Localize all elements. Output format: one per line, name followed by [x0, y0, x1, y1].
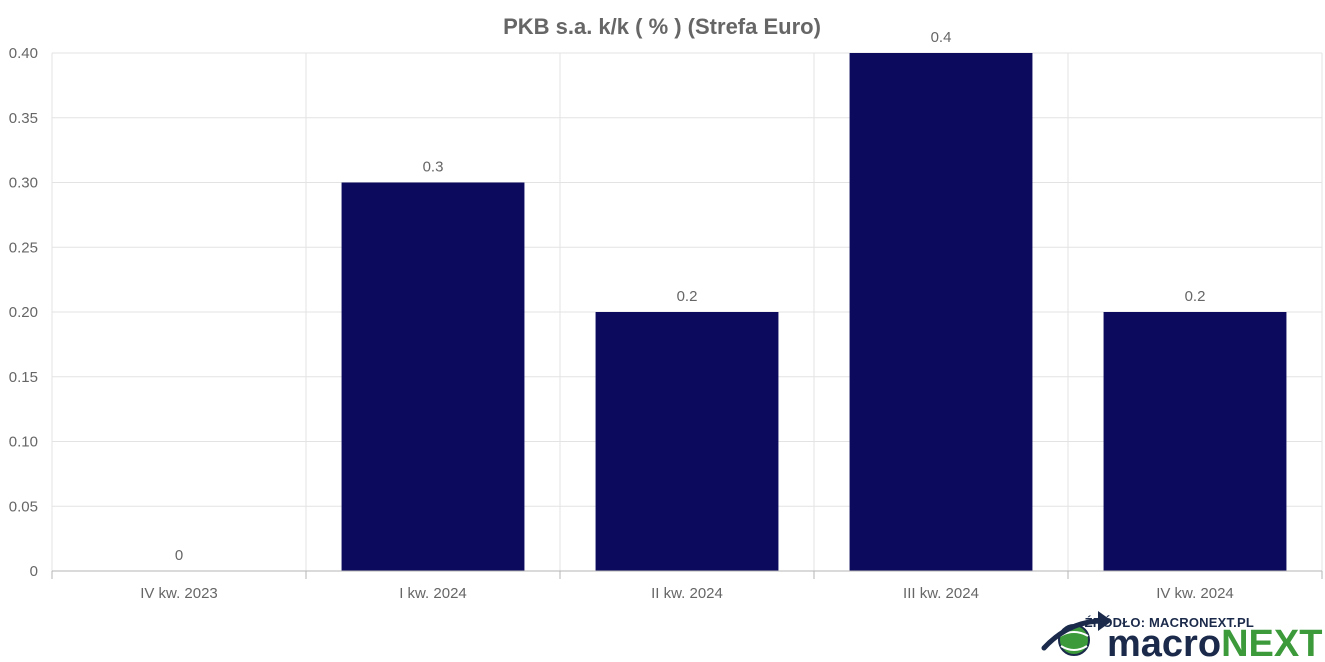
- x-axis-tick-labels: IV kw. 2023 I kw. 2024 II kw. 2024 III kw. …: [140, 585, 1234, 602]
- y-tick-label: 0.05: [9, 498, 38, 515]
- bar: [849, 53, 1033, 571]
- grid-lines: [51, 52, 1323, 579]
- y-tick-label: 0.35: [9, 110, 38, 127]
- y-tick-label: 0.25: [9, 239, 38, 256]
- y-tick-label: 0.20: [9, 304, 38, 321]
- data-label: 0: [175, 547, 183, 564]
- chart-title: PKB s.a. k/k ( % ) (Strefa Euro): [503, 14, 821, 39]
- x-tick-label: I kw. 2024: [399, 585, 467, 602]
- logo-next-text: NEXT: [1221, 623, 1322, 662]
- x-tick-label: IV kw. 2023: [140, 585, 218, 602]
- y-tick-label: 0.30: [9, 175, 38, 192]
- y-axis-tick-labels: 0 0.05 0.10 0.15 0.20 0.25 0.30 0.35 0.40: [9, 45, 38, 580]
- data-label: 0.2: [1185, 288, 1206, 305]
- y-tick-label: 0: [30, 563, 38, 580]
- source-branding: ŹRÓDŁO: MACRONEXT.PL macroNEXT: [1041, 611, 1322, 662]
- data-labels: 0 0.3 0.2 0.4 0.2: [175, 29, 1206, 564]
- x-tick-label: IV kw. 2024: [1156, 585, 1234, 602]
- y-tick-label: 0.15: [9, 369, 38, 386]
- source-label: ŹRÓDŁO: MACRONEXT.PL: [1085, 615, 1254, 630]
- data-label: 0.4: [931, 29, 952, 46]
- data-label: 0.2: [677, 288, 698, 305]
- bar: [595, 312, 779, 571]
- data-label: 0.3: [423, 159, 444, 176]
- bar: [1103, 312, 1287, 571]
- logo-macro-text: macro: [1107, 623, 1221, 662]
- x-tick-label: II kw. 2024: [651, 585, 723, 602]
- globe-arrow-icon: [1041, 611, 1112, 656]
- y-tick-label: 0.40: [9, 45, 38, 62]
- x-tick-label: III kw. 2024: [903, 585, 979, 602]
- logo-wordmark: macroNEXT: [1107, 623, 1322, 662]
- y-tick-label: 0.10: [9, 434, 38, 451]
- bars: [341, 53, 1287, 571]
- bar: [341, 182, 525, 571]
